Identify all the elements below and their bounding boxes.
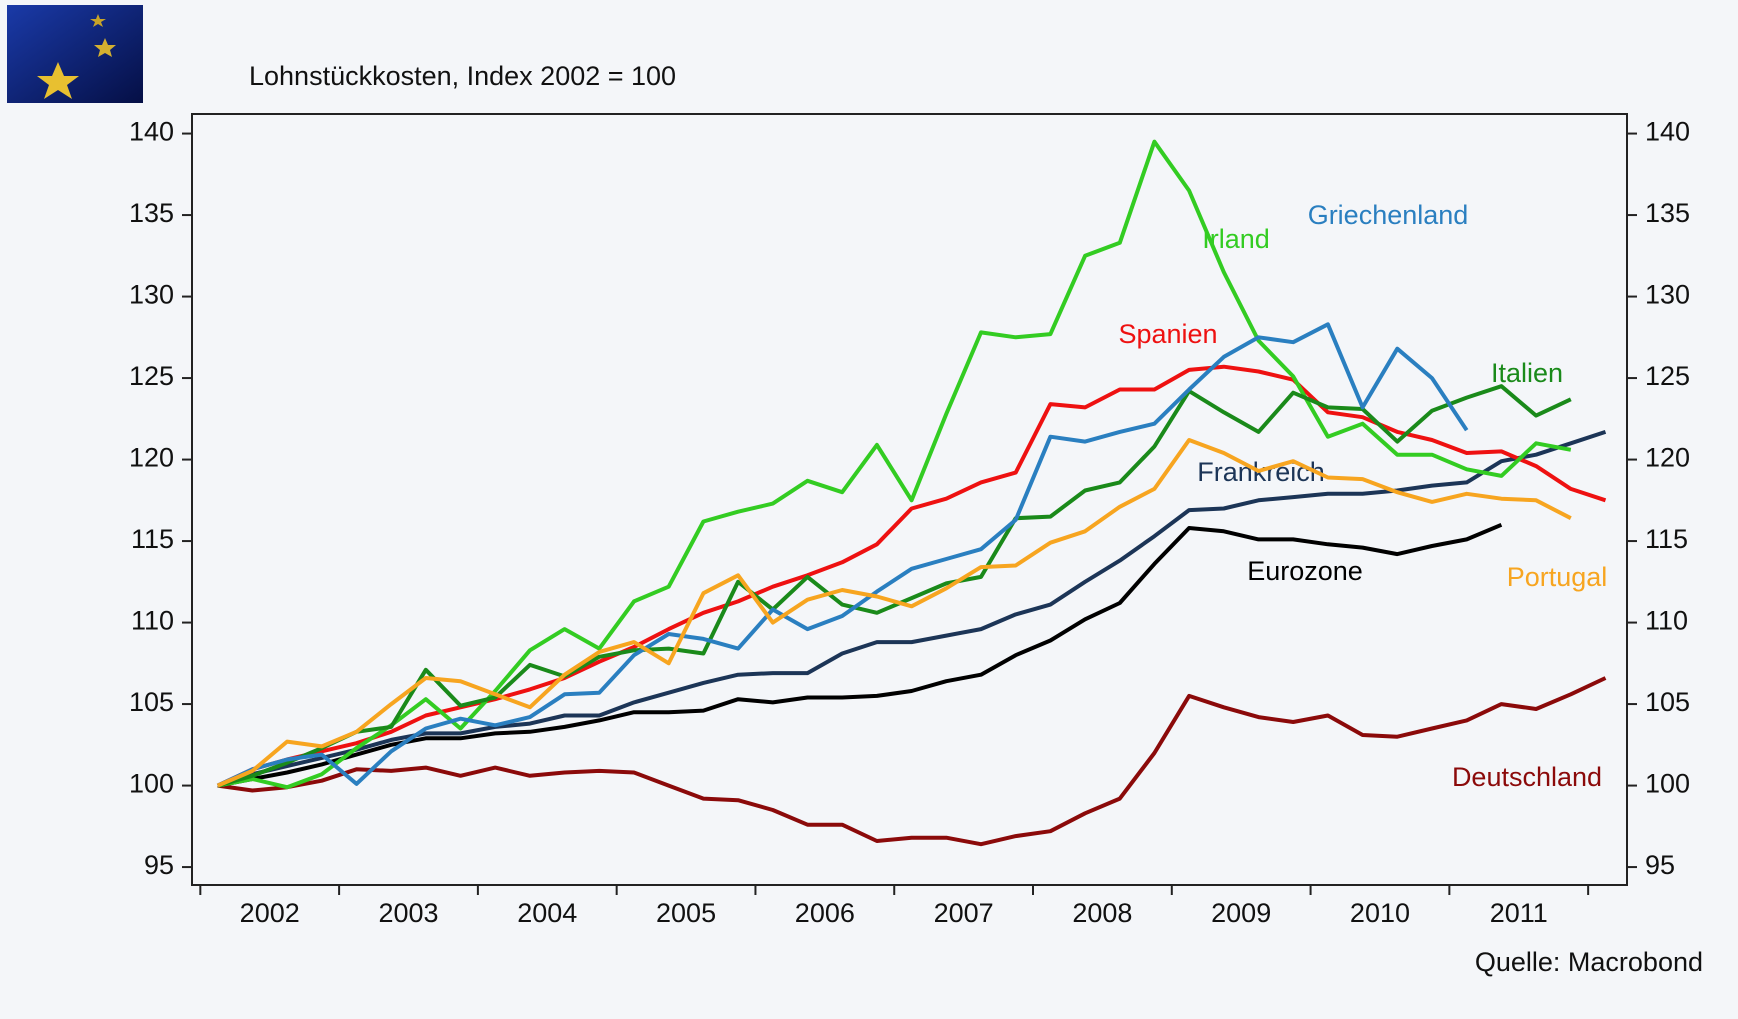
y2-tick-label: 130	[1645, 280, 1690, 310]
x-tick-label: 2002	[240, 898, 300, 928]
plot-frame	[191, 113, 1628, 886]
y2-tick-label: 95	[1645, 850, 1675, 880]
series-line	[217, 384, 1572, 788]
x-tick-label: 2003	[378, 898, 438, 928]
series-line	[217, 429, 1607, 788]
y-tick-label: 140	[129, 117, 174, 147]
y2-tick-label: 135	[1645, 198, 1690, 228]
x-tick-label: 2005	[656, 898, 716, 928]
series-label: Spanien	[1118, 319, 1217, 349]
y2-tick-label: 100	[1645, 769, 1690, 799]
x-tick-label: 2004	[517, 898, 577, 928]
x-tick-label: 2007	[934, 898, 994, 928]
y-tick-label: 115	[131, 524, 174, 554]
y-tick-label: 125	[129, 361, 174, 391]
series-label: Griechenland	[1308, 200, 1469, 230]
y-tick-label: 105	[129, 687, 174, 717]
series-label: Deutschland	[1452, 762, 1602, 792]
y2-tick-label: 105	[1645, 687, 1690, 717]
y-tick-label: 135	[129, 198, 174, 228]
y2-tick-label: 110	[1645, 606, 1688, 636]
y-tick-label: 100	[129, 769, 174, 799]
series-label: Eurozone	[1247, 556, 1363, 586]
series-line	[216, 322, 1469, 788]
y-tick-label: 110	[131, 606, 174, 636]
y2-tick-label: 140	[1645, 117, 1690, 147]
y2-tick-label: 120	[1645, 443, 1690, 473]
flag-icon	[7, 5, 143, 103]
series-line	[217, 676, 1607, 847]
series-line	[216, 364, 1607, 788]
chart-title: Lohnstückkosten, Index 2002 = 100	[249, 61, 676, 91]
y-tick-label: 130	[129, 280, 174, 310]
series-label: Irland	[1202, 224, 1270, 254]
x-tick-label: 2011	[1490, 898, 1548, 928]
series-line	[217, 522, 1503, 788]
series-label: Italien	[1491, 358, 1563, 388]
x-tick-label: 2006	[795, 898, 855, 928]
x-tick-label: 2009	[1211, 898, 1271, 928]
y2-tick-label: 115	[1645, 524, 1688, 554]
y-tick-label: 95	[144, 850, 174, 880]
series-line	[217, 139, 1572, 790]
x-tick-label: 2010	[1350, 898, 1410, 928]
series-line	[216, 438, 1572, 788]
series-label: Portugal	[1507, 562, 1608, 592]
y2-tick-label: 125	[1645, 361, 1690, 391]
x-tick-label: 2008	[1072, 898, 1132, 928]
source-note: Quelle: Macrobond	[1475, 947, 1703, 977]
y-tick-label: 120	[129, 443, 174, 473]
